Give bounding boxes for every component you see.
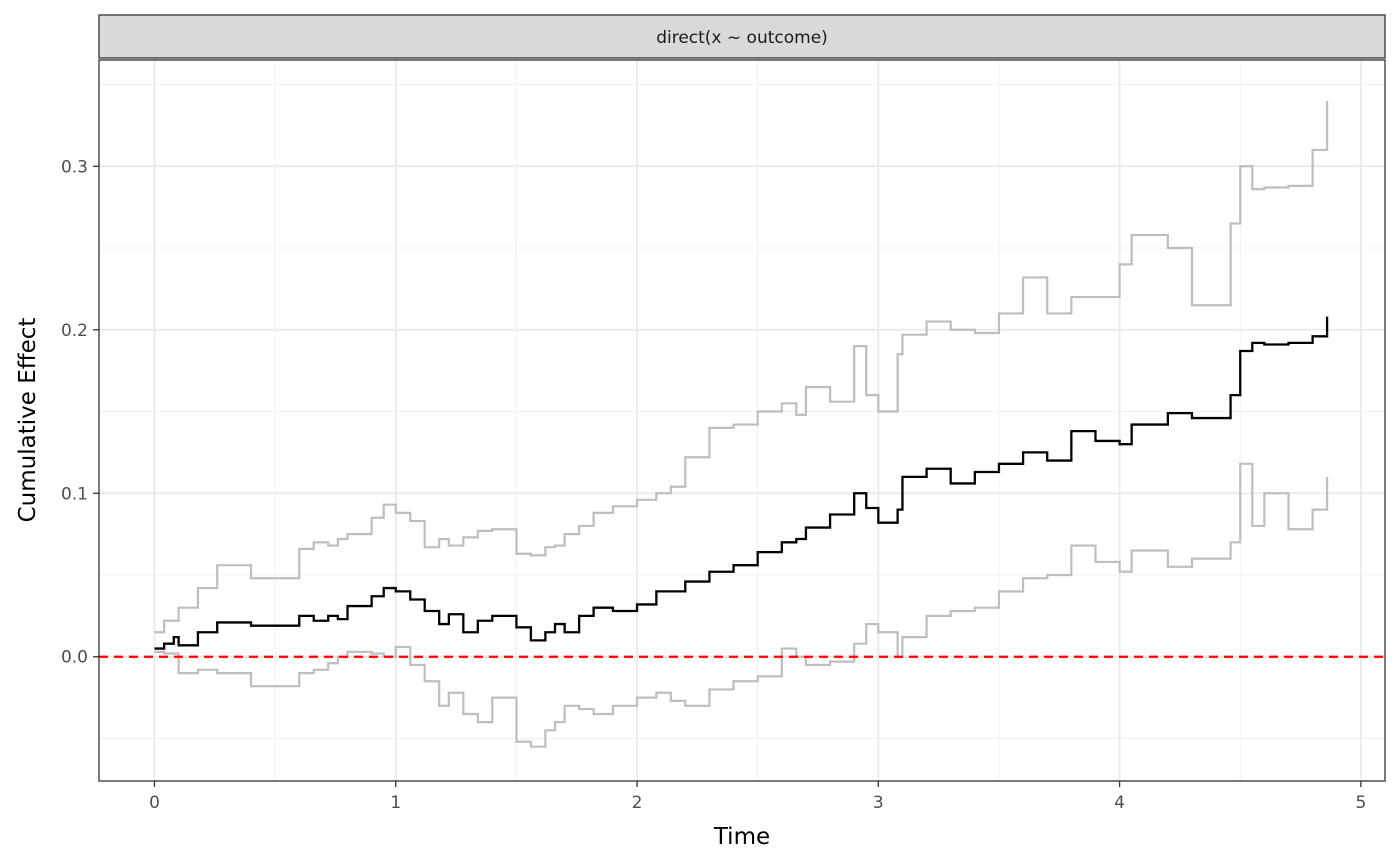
- series-estimate: [154, 316, 1329, 650]
- x-tick-label: 1: [390, 793, 401, 813]
- x-tick-label: 2: [632, 793, 643, 813]
- panel-border: [98, 59, 1386, 782]
- panel-background: [99, 60, 1385, 781]
- y-tick-label: 0.1: [61, 484, 88, 504]
- series-upper-band: [154, 100, 1329, 634]
- strip-background: [98, 14, 1386, 59]
- y-axis: 0.0 0.1 0.2 0.3: [61, 157, 99, 668]
- strip-title: direct(x ~ outcome): [656, 28, 828, 48]
- x-tick-label: 5: [1355, 793, 1366, 813]
- grid-major: [99, 60, 1385, 781]
- x-tick-label: 4: [1114, 793, 1125, 813]
- x-axis-title: Time: [713, 824, 770, 850]
- series-layer: [154, 100, 1329, 748]
- x-axis: 0 1 2 3 4 5: [149, 781, 1366, 813]
- y-tick-label: 0.3: [61, 157, 88, 177]
- y-tick-label: 0.2: [61, 321, 88, 341]
- y-axis-title: Cumulative Effect: [15, 318, 41, 523]
- series-lower-band: [154, 462, 1329, 748]
- x-tick-label: 0: [149, 793, 160, 813]
- x-tick-label: 3: [873, 793, 884, 813]
- y-tick-label: 0.0: [61, 648, 88, 668]
